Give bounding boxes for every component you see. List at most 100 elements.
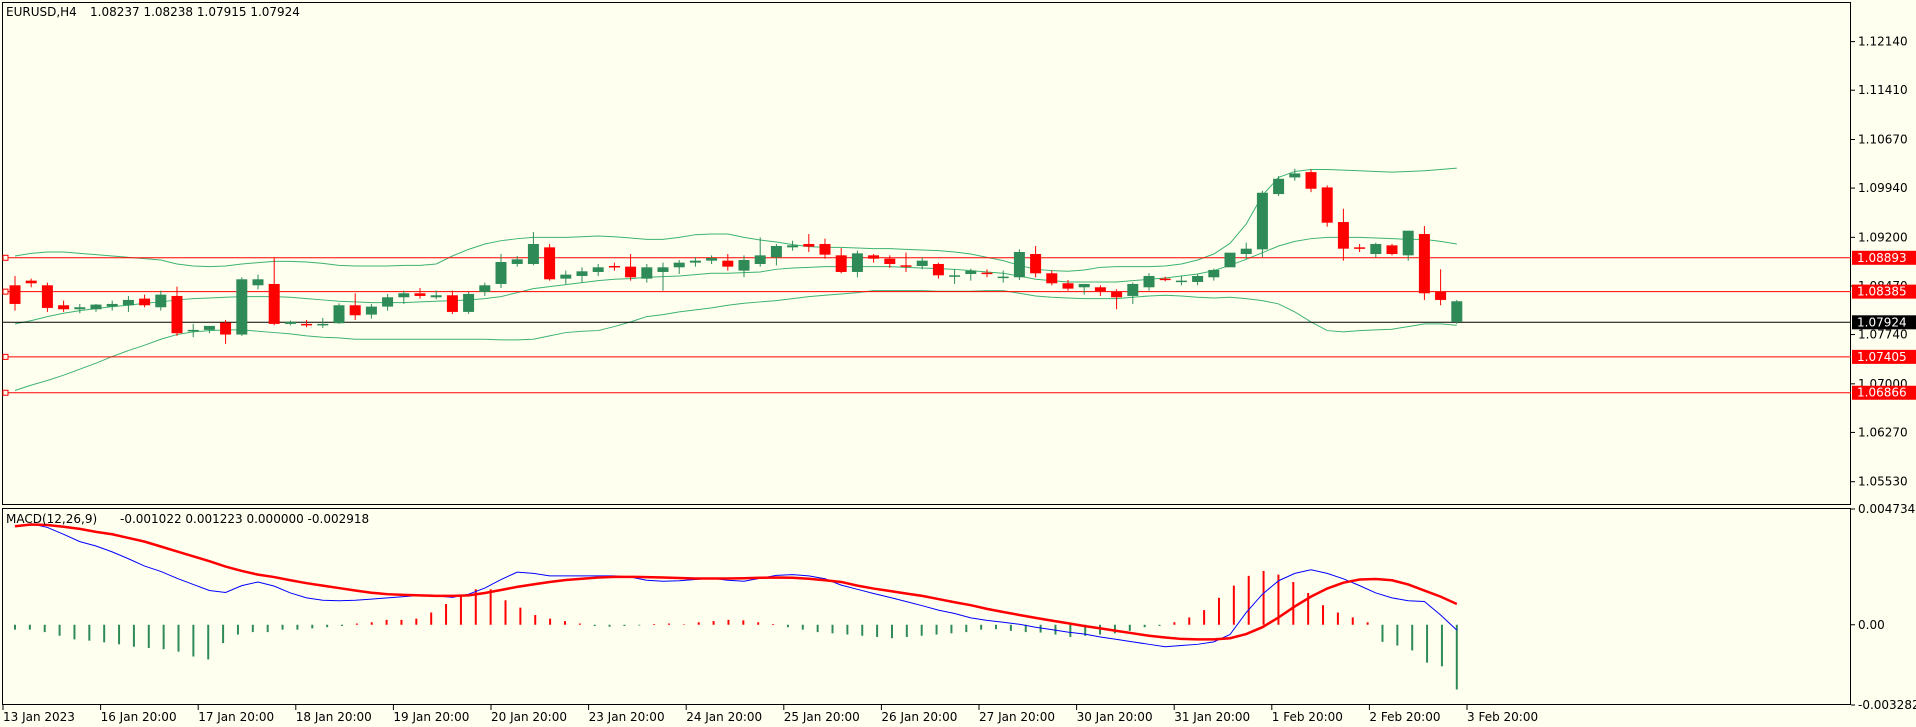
candle	[689, 257, 701, 267]
candle-body	[770, 246, 782, 258]
candle-body	[1111, 291, 1123, 298]
time-tick-label: 25 Jan 20:00	[784, 710, 860, 724]
candle-body	[58, 305, 70, 310]
candle-body	[641, 267, 653, 279]
candle-body	[706, 257, 718, 261]
candle	[1175, 275, 1187, 286]
candle-body	[803, 244, 815, 247]
candle-body	[414, 293, 426, 296]
candle-body	[1094, 287, 1106, 292]
candle-body	[1451, 301, 1463, 322]
candle-body	[1273, 178, 1285, 195]
candle-body	[1305, 172, 1317, 189]
candle-body	[284, 321, 296, 324]
candle-body	[884, 258, 896, 264]
current-price-tag	[1852, 315, 1916, 330]
candle	[446, 290, 458, 314]
candle	[236, 277, 248, 336]
time-tick-label: 20 Jan 20:00	[491, 710, 567, 724]
level-price-label: 1.07405	[1857, 350, 1907, 364]
candle	[868, 254, 880, 263]
candle	[965, 268, 977, 281]
candle-body	[900, 265, 912, 267]
candle-body	[430, 295, 442, 298]
candle-body	[1435, 291, 1447, 300]
candle-body	[106, 303, 118, 307]
macd-tick-label: 0.004734	[1858, 502, 1915, 516]
bollinger-middle-line	[14, 236, 1457, 325]
candle-body	[1046, 273, 1058, 284]
candle	[625, 254, 637, 281]
candle-body	[252, 279, 264, 286]
candle-body	[1224, 252, 1236, 268]
candle	[90, 303, 102, 312]
candle-body	[787, 245, 799, 248]
time-tick-label: 26 Jan 20:00	[881, 710, 957, 724]
symbol-label: EURUSD,H4	[6, 5, 77, 19]
candle	[1418, 226, 1430, 300]
candle	[122, 295, 134, 312]
candle-body	[171, 295, 183, 334]
candle-body	[560, 274, 572, 279]
level-price-tag	[1852, 349, 1916, 364]
candle-body	[155, 294, 167, 308]
candle	[139, 294, 151, 308]
candle	[1224, 252, 1236, 268]
candle-body	[576, 271, 588, 276]
candle-body	[25, 280, 37, 284]
candle	[317, 317, 329, 328]
candle	[1062, 279, 1074, 291]
price-tick-label: 1.11410	[1858, 83, 1908, 97]
candle-body	[1402, 230, 1414, 256]
candle	[560, 270, 572, 284]
candle	[608, 262, 620, 271]
candle-body	[981, 272, 993, 275]
candle-body	[868, 255, 880, 259]
time-tick-label: 31 Jan 20:00	[1174, 710, 1250, 724]
candle	[949, 269, 961, 284]
macd-tick-label: 0.00	[1858, 618, 1885, 632]
time-tick-label: 30 Jan 20:00	[1077, 710, 1153, 724]
candle	[171, 286, 183, 336]
price-tick-label: 1.10670	[1858, 132, 1908, 146]
macd-lines	[14, 523, 1458, 648]
level-anchor	[2, 389, 9, 396]
level-anchor	[2, 254, 9, 261]
candle	[544, 244, 556, 281]
horizontal-levels	[2, 254, 1851, 396]
candle	[1386, 244, 1398, 256]
candle	[1451, 299, 1463, 324]
candle	[527, 232, 539, 266]
level-anchor	[2, 288, 9, 295]
candle-body	[1418, 234, 1430, 294]
level-price-label: 1.08385	[1857, 285, 1907, 299]
candle	[819, 238, 831, 259]
candle-body	[544, 247, 556, 280]
candle	[349, 293, 361, 320]
candle-body	[835, 255, 847, 272]
candle	[1240, 242, 1252, 259]
price-level-labels: 1.08893 1.08385 1.07405 1.06866 1.07924	[1852, 251, 1916, 400]
candle	[981, 269, 993, 278]
candle	[333, 303, 345, 324]
candle-body	[1354, 247, 1366, 249]
candle	[673, 259, 685, 274]
level-price-tag	[1852, 385, 1916, 400]
candle	[1208, 268, 1220, 281]
candle	[495, 254, 507, 288]
candle	[1289, 168, 1301, 181]
candle-body	[463, 293, 475, 312]
candle-body	[203, 325, 215, 330]
candle-body	[333, 305, 345, 324]
candle	[220, 319, 232, 344]
candle-body	[997, 276, 1009, 279]
candle-body	[949, 275, 961, 277]
candle-body	[819, 244, 831, 255]
candle-body	[1159, 278, 1171, 281]
candle	[1273, 176, 1285, 197]
candle	[252, 274, 264, 290]
level-price-label: 1.08893	[1857, 251, 1907, 265]
candle-body	[1208, 269, 1220, 278]
candle	[1321, 185, 1333, 227]
candle-body	[851, 253, 863, 272]
